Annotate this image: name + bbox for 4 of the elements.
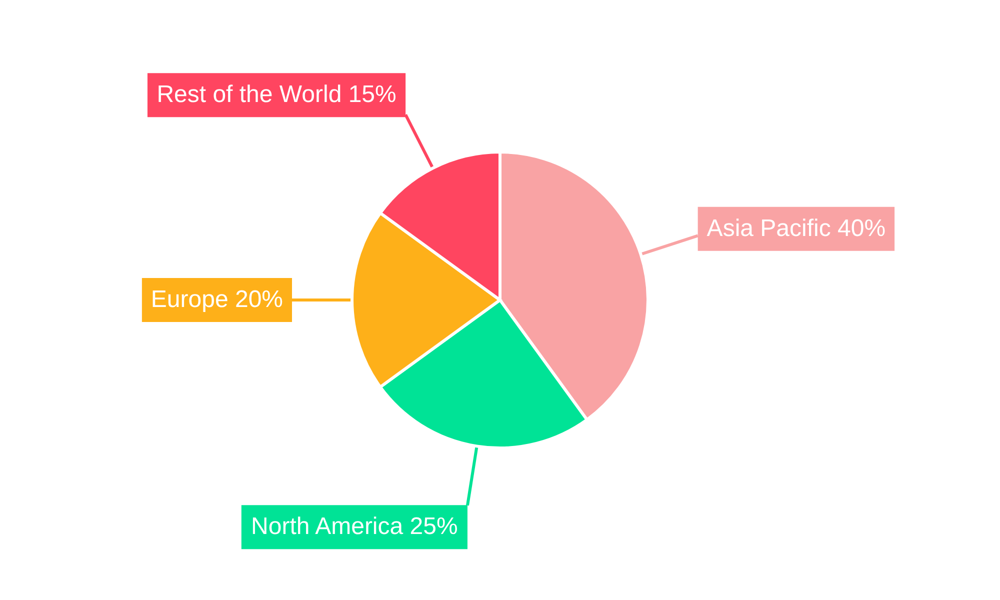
slice-label: Rest of the World 15% — [156, 81, 396, 108]
slice-label: Europe 20% — [150, 286, 284, 313]
slice-label: Asia Pacific 40% — [706, 214, 886, 242]
slice-label: North America 25% — [251, 513, 458, 540]
